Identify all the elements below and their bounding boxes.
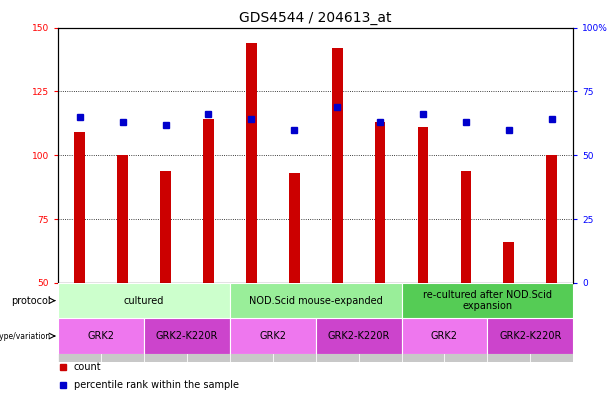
Bar <box>144 318 230 354</box>
Bar <box>101 283 144 362</box>
Bar <box>359 283 402 362</box>
Bar <box>273 283 316 362</box>
Bar <box>487 318 573 354</box>
Bar <box>530 283 573 362</box>
Text: count: count <box>74 362 101 373</box>
Text: GRK2: GRK2 <box>431 331 458 341</box>
Bar <box>230 283 273 362</box>
Text: GSM1049717: GSM1049717 <box>462 285 470 346</box>
Title: GDS4544 / 204613_at: GDS4544 / 204613_at <box>240 11 392 25</box>
Text: GSM1049711: GSM1049711 <box>376 285 384 346</box>
Text: GSM1049713: GSM1049713 <box>118 285 127 346</box>
Bar <box>187 283 230 362</box>
Bar <box>246 43 257 283</box>
Text: GSM1049715: GSM1049715 <box>204 285 213 346</box>
Bar <box>316 283 359 362</box>
Bar <box>144 283 187 362</box>
Bar <box>203 119 214 283</box>
Bar <box>58 283 230 318</box>
Bar <box>316 318 402 354</box>
Bar <box>289 173 300 283</box>
Bar <box>117 155 128 283</box>
Text: protocol: protocol <box>12 296 51 306</box>
Text: GSM1049719: GSM1049719 <box>547 285 556 346</box>
Text: re-cultured after NOD.Scid
expansion: re-cultured after NOD.Scid expansion <box>423 290 552 311</box>
Bar <box>230 318 316 354</box>
Text: GRK2-K220R: GRK2-K220R <box>156 331 218 341</box>
Text: GSM1049716: GSM1049716 <box>419 285 427 346</box>
Text: NOD.Scid mouse-expanded: NOD.Scid mouse-expanded <box>249 296 383 306</box>
Bar <box>230 283 402 318</box>
Text: GSM1049712: GSM1049712 <box>75 285 84 346</box>
Text: GSM1049708: GSM1049708 <box>247 285 256 346</box>
Bar <box>417 127 428 283</box>
Bar <box>487 283 530 362</box>
Bar <box>332 48 343 283</box>
Bar <box>444 283 487 362</box>
Text: GSM1049714: GSM1049714 <box>161 285 170 346</box>
Text: percentile rank within the sample: percentile rank within the sample <box>74 380 238 390</box>
Bar <box>460 171 471 283</box>
Bar <box>375 122 386 283</box>
Bar <box>402 318 487 354</box>
Text: GSM1049709: GSM1049709 <box>290 285 299 346</box>
Text: GRK2: GRK2 <box>259 331 286 341</box>
Text: GSM1049718: GSM1049718 <box>504 285 513 346</box>
Bar <box>402 283 573 318</box>
Text: cultured: cultured <box>124 296 164 306</box>
Bar <box>402 283 444 362</box>
Bar <box>58 318 144 354</box>
Bar <box>546 155 557 283</box>
Text: GRK2: GRK2 <box>88 331 115 341</box>
Bar <box>160 171 171 283</box>
Bar <box>58 283 101 362</box>
Bar <box>503 242 514 283</box>
Bar <box>74 132 85 283</box>
Text: GRK2-K220R: GRK2-K220R <box>327 331 390 341</box>
Text: GRK2-K220R: GRK2-K220R <box>499 331 562 341</box>
Text: GSM1049710: GSM1049710 <box>333 285 341 346</box>
Text: genotype/variation: genotype/variation <box>0 332 51 340</box>
